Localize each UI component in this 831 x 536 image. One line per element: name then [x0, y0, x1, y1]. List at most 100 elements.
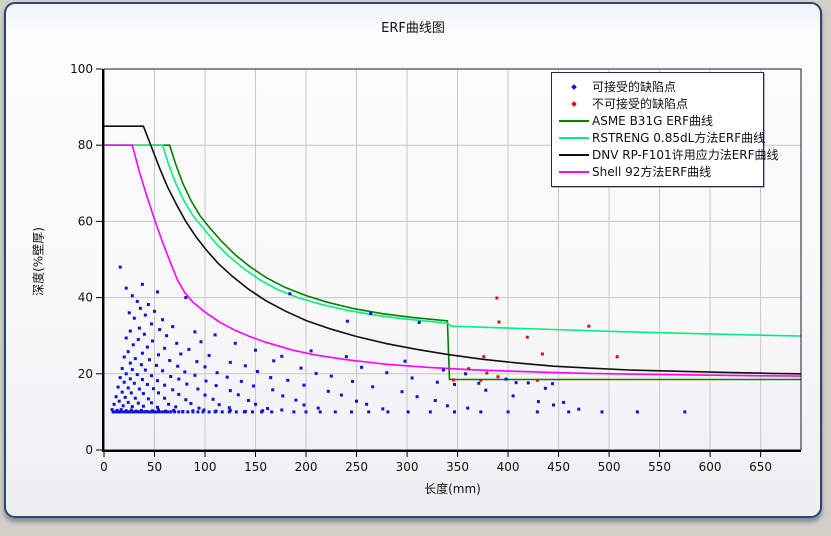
acceptable-defect-point — [126, 350, 130, 354]
acceptable-defect-point — [175, 341, 179, 345]
asme-b31g-line-swatch-icon — [559, 119, 589, 122]
dnv-rp-f101-erf-curve — [104, 125, 802, 375]
acceptable-defect-point — [133, 396, 137, 400]
unacceptable-defect-point — [452, 378, 455, 382]
y-axis-label: 深度(%壁厚) — [31, 227, 46, 296]
acceptable-defect-point — [153, 309, 156, 313]
chart-plot-area: 0 50 100 150 200 250 300 350 400 450 500 550 600 650 0… — [6, 4, 820, 516]
acceptable-defect-point — [146, 397, 150, 401]
acceptable-defect-point — [120, 390, 124, 394]
unacceptable-defect-point — [479, 378, 483, 382]
x-tick-label: 250 — [345, 460, 368, 474]
acceptable-defect-point — [371, 385, 375, 389]
unacceptable-defect-point — [587, 324, 591, 328]
legend-label: 可接受的缺陷点 — [592, 80, 677, 94]
acceptable-defect-point — [161, 318, 165, 322]
chart-title: ERF曲线图 — [381, 21, 445, 36]
acceptable-defect-point — [116, 385, 120, 389]
acceptable-defect-point — [141, 392, 145, 396]
acceptable-defect-point — [213, 410, 217, 414]
acceptable-defect-point — [326, 389, 330, 393]
acceptable-defect-point — [203, 393, 207, 397]
acceptable-defect-point — [280, 408, 284, 412]
acceptable-defect-point — [526, 381, 530, 385]
acceptable-defect-point — [167, 402, 171, 406]
legend-item-shell92: Shell 92方法ERF曲线 — [556, 163, 757, 180]
acceptable-defect-point — [466, 406, 470, 410]
acceptable-defect-point — [453, 383, 456, 386]
acceptable-defect-point — [136, 338, 140, 341]
acceptable-defect-point — [124, 372, 128, 376]
acceptable-defect-point — [163, 410, 167, 414]
acceptable-defect-point — [196, 387, 200, 391]
acceptable-defect-point — [148, 358, 151, 362]
acceptable-defect-point — [126, 386, 130, 390]
acceptable-defect-point — [126, 410, 130, 414]
shell-92-erf-curve — [104, 144, 802, 377]
unacceptable-defect-point — [497, 320, 501, 324]
acceptable-defect-point — [445, 404, 449, 408]
acceptable-defect-point — [174, 405, 178, 409]
acceptable-defect-point — [128, 361, 132, 365]
acceptable-defect-point — [543, 386, 547, 390]
acceptable-defect-point — [130, 405, 134, 409]
acceptable-defect-point — [117, 399, 121, 403]
acceptable-defect-point — [314, 371, 318, 375]
acceptable-defect-point — [126, 400, 130, 404]
acceptable-defect-point — [453, 410, 456, 414]
acceptable-defect-point — [333, 410, 337, 414]
acceptable-defect-point — [201, 410, 205, 414]
acceptable-defect-point — [514, 381, 518, 385]
acceptable-defect-point — [365, 402, 369, 406]
acceptable-defect-point — [536, 400, 540, 404]
acceptable-defect-point — [511, 394, 515, 398]
acceptable-defect-point — [479, 410, 483, 414]
unacceptable-defect-point — [535, 378, 539, 382]
acceptable-defect-point — [143, 368, 147, 372]
acceptable-defect-point — [199, 340, 203, 344]
acceptable-defect-point — [140, 351, 144, 355]
acceptable-defect-point — [252, 384, 255, 388]
y-tick-label: 60 — [78, 214, 93, 228]
acceptable-defect-point — [176, 364, 180, 368]
acceptable-defect-point — [227, 406, 231, 410]
acceptable-defect-point — [177, 410, 181, 414]
acceptable-defect-point — [345, 319, 349, 323]
acceptable-defect-point — [135, 299, 139, 303]
acceptable-defect-point — [110, 408, 114, 412]
acceptable-defect-point — [233, 341, 237, 345]
acceptable-defect-point — [410, 376, 414, 380]
acceptable-defect-point — [214, 384, 218, 388]
x-tick-label: 500 — [598, 460, 621, 474]
unacceptable-defect-point — [496, 375, 500, 379]
acceptable-defect-point — [506, 410, 510, 414]
acceptable-defect-point — [551, 382, 554, 386]
shell92-line-swatch-icon — [559, 170, 589, 173]
acceptable-defect-point — [204, 379, 208, 383]
acceptable-defect-point — [163, 396, 167, 400]
acceptable-defect-point — [131, 343, 135, 347]
acceptable-defect-point — [184, 398, 188, 402]
acceptable-defect-point — [169, 410, 173, 414]
acceptable-defect-point — [128, 410, 132, 414]
dnv-line-swatch-icon — [559, 153, 589, 156]
acceptable-defect-point — [504, 377, 508, 381]
acceptable-defect-point — [114, 395, 118, 399]
acceptable-defect-point — [168, 359, 172, 362]
acceptable-defect-point — [225, 375, 229, 379]
acceptable-defect-point — [339, 393, 343, 397]
y-tick-label: 20 — [78, 367, 93, 381]
acceptable-defect-point — [292, 410, 296, 414]
acceptable-defect-point — [417, 320, 421, 324]
acceptable-defect-point — [185, 382, 189, 386]
acceptable-defect-point — [415, 395, 419, 399]
acceptable-defect-point — [197, 406, 201, 410]
acceptable-defect-point — [150, 374, 153, 378]
acceptable-defect-point — [157, 410, 160, 414]
acceptable-defect-point — [242, 410, 246, 414]
acceptable-defect-point — [173, 410, 177, 414]
acceptable-defect-point — [121, 404, 125, 408]
legend-item-unacceptable-points: 不可接受的缺陷点 — [556, 95, 757, 112]
erf-chart-window: ERF曲线图 0 50 100 150 200 250 300 350 400 450 500 550… — [4, 2, 822, 518]
